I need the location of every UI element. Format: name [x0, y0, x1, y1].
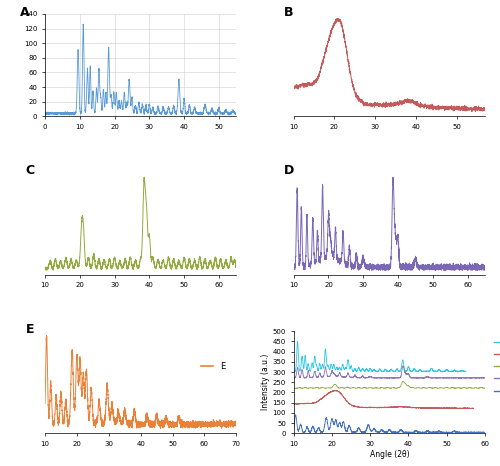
Y-axis label: Intensity (a.u.): Intensity (a.u.)	[261, 354, 270, 411]
Text: D: D	[284, 164, 294, 178]
Text: B: B	[284, 6, 294, 19]
Text: A: A	[20, 6, 30, 19]
Text: E: E	[26, 323, 34, 336]
Legend: A, B, C, D, E: A, B, C, D, E	[490, 335, 500, 398]
Text: C: C	[26, 164, 35, 178]
Legend: E: E	[197, 359, 228, 375]
X-axis label: Angle (2θ): Angle (2θ)	[370, 450, 409, 459]
